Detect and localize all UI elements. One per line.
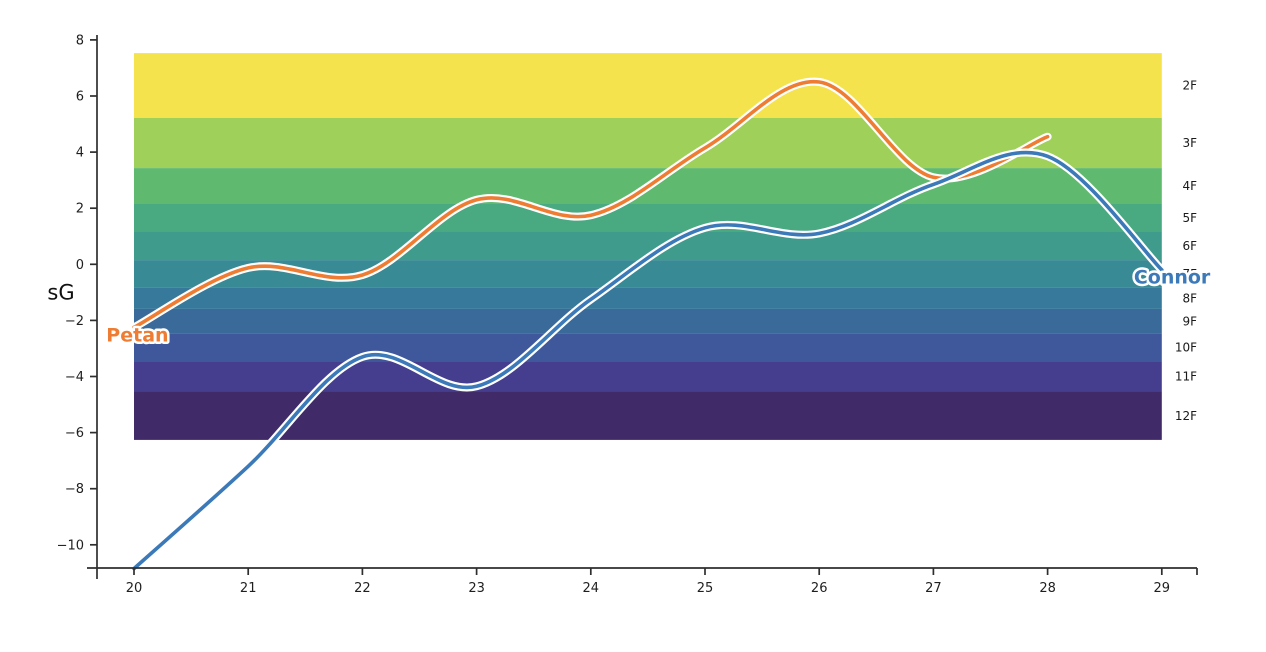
x-tick-label-24: 24	[583, 581, 600, 596]
plot-band-10F	[134, 333, 1162, 362]
band-label-6F: 6F	[1182, 239, 1197, 253]
x-tick-label-21: 21	[240, 581, 257, 596]
plot-band-9F	[134, 308, 1162, 334]
band-label-3F: 3F	[1182, 136, 1197, 150]
y-tick-label-−2: −2	[65, 314, 84, 329]
y-tick-label-−6: −6	[65, 426, 84, 441]
series-label-connor: Connor	[1134, 266, 1211, 288]
y-tick-label-8: 8	[76, 33, 84, 48]
x-tick-label-22: 22	[354, 581, 371, 596]
plot-band-2F	[134, 53, 1162, 118]
y-tick-label-4: 4	[76, 146, 84, 161]
band-label-8F: 8F	[1182, 291, 1197, 305]
plot-band-12F	[134, 391, 1162, 440]
x-tick-label-25: 25	[697, 581, 714, 596]
band-label-9F: 9F	[1182, 314, 1197, 328]
x-tick-label-20: 20	[126, 581, 143, 596]
y-tick-label-6: 6	[76, 90, 84, 105]
band-label-2F: 2F	[1182, 78, 1197, 92]
band-label-4F: 4F	[1182, 179, 1197, 193]
plot-band-5F	[134, 204, 1162, 233]
x-tick-label-26: 26	[811, 581, 828, 596]
y-tick-label-−4: −4	[65, 370, 84, 385]
band-label-7F: 7F	[1182, 267, 1197, 281]
y-tick-label-−10: −10	[57, 538, 84, 553]
plot-band-8F	[134, 287, 1162, 309]
band-label-10F: 10F	[1175, 340, 1197, 354]
x-tick-label-27: 27	[925, 581, 942, 596]
series-label-petan: Petan	[106, 324, 168, 346]
series-line-petan	[132, 79, 1050, 330]
band-label-12F: 12F	[1175, 409, 1197, 423]
y-tick-label-0: 0	[76, 258, 84, 273]
band-label-11F: 11F	[1175, 370, 1197, 384]
plot-band-11F	[134, 361, 1162, 392]
y-tick-label-−8: −8	[65, 482, 84, 497]
y-tick-label-2: 2	[76, 202, 84, 217]
band-label-5F: 5F	[1182, 211, 1197, 225]
x-tick-label-29: 29	[1154, 581, 1171, 596]
series-line-connor	[132, 150, 1164, 571]
x-tick-label-28: 28	[1039, 581, 1056, 596]
y-axis-title: sG	[47, 281, 74, 305]
x-tick-label-23: 23	[468, 581, 485, 596]
plot-band-7F	[134, 260, 1162, 288]
